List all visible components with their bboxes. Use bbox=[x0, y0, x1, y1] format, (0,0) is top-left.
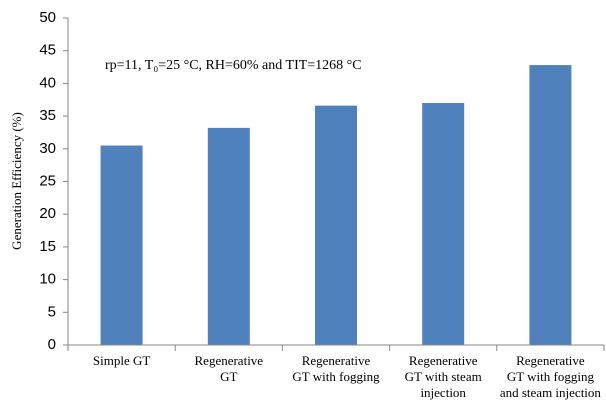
x-tick-label: injection bbox=[420, 385, 466, 400]
x-tick-label: Regenerative bbox=[195, 353, 264, 368]
y-tick-label: 50 bbox=[39, 9, 56, 26]
bar bbox=[422, 103, 465, 346]
y-tick-label: 20 bbox=[39, 205, 56, 222]
y-tick-label: 15 bbox=[39, 238, 56, 255]
bar bbox=[100, 145, 143, 345]
y-tick-label: 5 bbox=[48, 303, 56, 320]
bar bbox=[529, 65, 572, 345]
y-tick-label: 25 bbox=[39, 172, 56, 189]
y-tick-label: 0 bbox=[48, 336, 56, 353]
y-tick-label: 45 bbox=[39, 42, 56, 59]
bar bbox=[315, 105, 357, 345]
x-tick-label: GT with steam bbox=[405, 369, 482, 384]
y-tick-label: 40 bbox=[39, 74, 56, 91]
x-tick-label: Simple GT bbox=[93, 353, 150, 368]
x-tick-label: Regenerative bbox=[302, 353, 371, 368]
y-tick-label: 30 bbox=[39, 140, 56, 157]
y-tick-label: 10 bbox=[39, 271, 56, 288]
y-tick-label: 35 bbox=[39, 107, 56, 124]
annotation: rp=11, T₀=25 °C, RH=60% and TIT=1268 °C bbox=[105, 58, 362, 73]
x-tick-label: Regenerative bbox=[516, 353, 585, 368]
y-axis-label: Generation Efficiency (%) bbox=[9, 112, 24, 250]
x-tick-label: GT bbox=[220, 369, 237, 384]
x-tick-label: GT with fogging bbox=[292, 369, 380, 384]
x-tick-label: GT with fogging bbox=[507, 369, 595, 384]
x-tick-label: and steam injection bbox=[500, 385, 602, 400]
bar bbox=[207, 127, 250, 345]
x-tick-label: Regenerative bbox=[409, 353, 478, 368]
